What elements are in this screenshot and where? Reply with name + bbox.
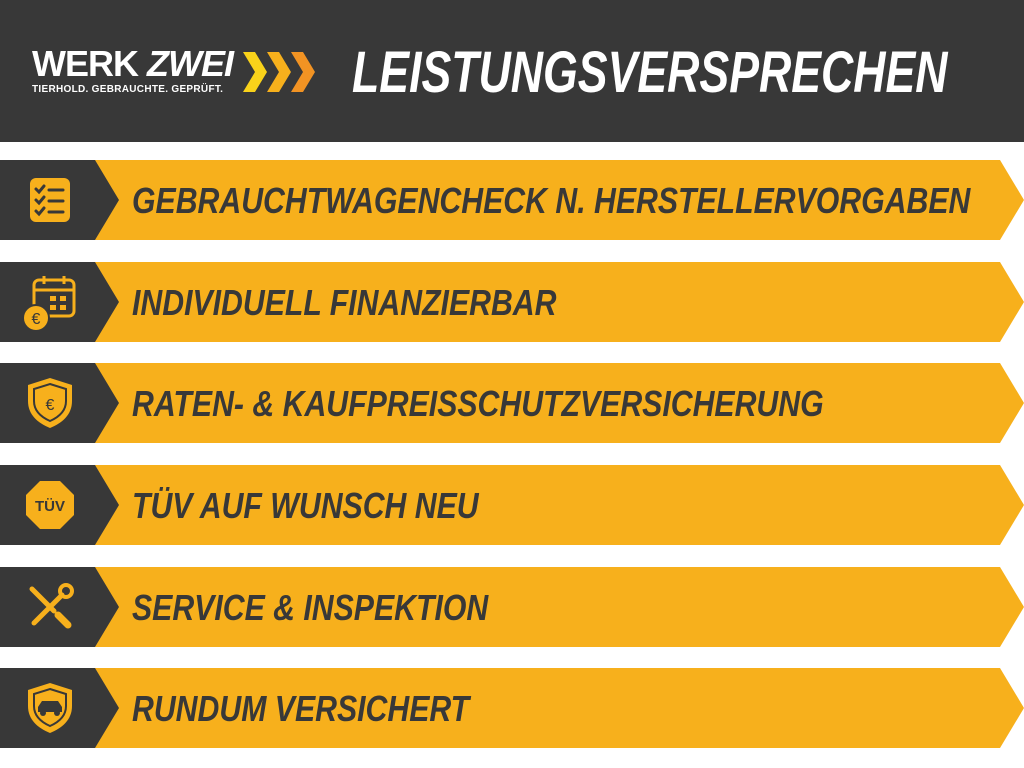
list-item: € INDIVIDUELL FINANZIERBAR: [0, 262, 1024, 342]
logo-word-1: WERK: [32, 43, 139, 84]
item-label: RUNDUM VERSICHERT: [132, 688, 470, 729]
checklist-icon: [30, 178, 70, 222]
item-label: GEBRAUCHTWAGENCHECK N. HERSTELLERVORGABE…: [132, 180, 971, 221]
chevrons-icon: [243, 52, 315, 92]
shield-euro-icon: €: [28, 378, 72, 428]
calendar-euro-icon: €: [22, 276, 76, 330]
shield-car-icon: [28, 683, 72, 733]
logo: WERK ZWEI TIERHOLD. GEBRAUCHTE. GEPRÜFT.: [32, 43, 234, 96]
tuev-badge-icon: TÜV: [26, 481, 74, 529]
logo-tagline: TIERHOLD. GEBRAUCHTE. GEPRÜFT.: [32, 84, 224, 95]
item-label: TÜV AUF WUNSCH NEU: [132, 485, 479, 526]
logo-word-2: ZWEI: [147, 43, 234, 84]
header: WERK ZWEI TIERHOLD. GEBRAUCHTE. GEPRÜFT.…: [0, 0, 1024, 142]
svg-text:€: €: [32, 311, 41, 328]
item-label: RATEN- & KAUFPREISSCHUTZVERSICHERUNG: [132, 383, 824, 424]
list-item: RUNDUM VERSICHERT: [0, 668, 1024, 748]
item-label: SERVICE & INSPEKTION: [132, 587, 489, 628]
list-item: € RATEN- & KAUFPREISSCHUTZVERSICHERUNG: [0, 363, 1024, 443]
list-item: GEBRAUCHTWAGENCHECK N. HERSTELLERVORGABE…: [0, 160, 1024, 240]
item-label: INDIVIDUELL FINANZIERBAR: [132, 282, 557, 323]
tools-icon: [29, 583, 74, 629]
page-title: LEISTUNGSVERSPRECHEN: [352, 40, 948, 105]
list-item: TÜV TÜV AUF WUNSCH NEU: [0, 465, 1024, 545]
list-item: SERVICE & INSPEKTION: [0, 567, 1024, 647]
svg-text:€: €: [46, 397, 55, 414]
svg-text:TÜV: TÜV: [35, 498, 65, 515]
